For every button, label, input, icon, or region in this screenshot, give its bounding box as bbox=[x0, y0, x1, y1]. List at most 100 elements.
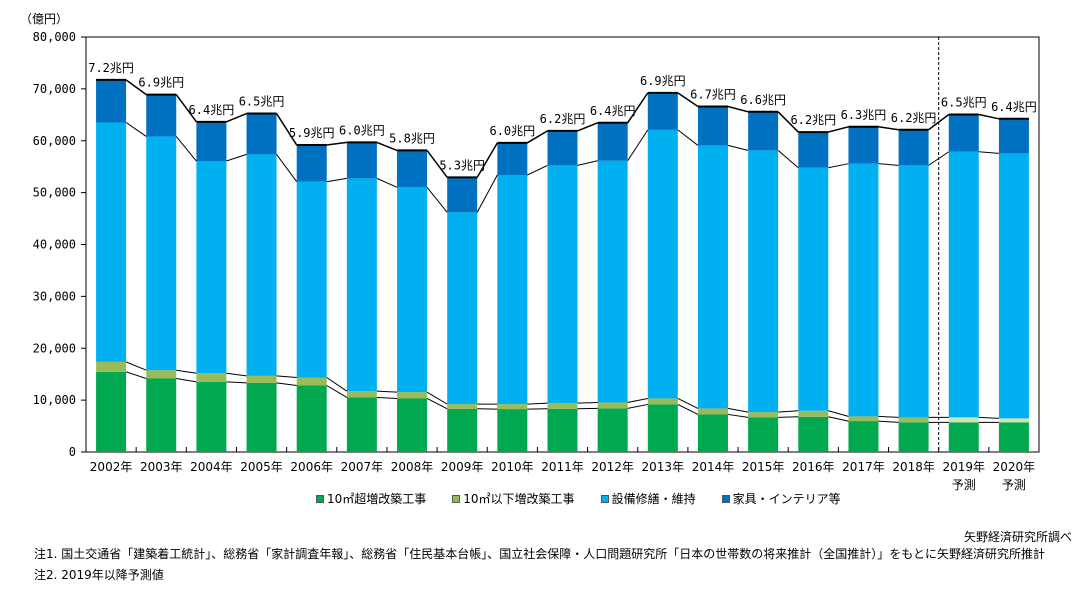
series-connector-line bbox=[426, 398, 448, 410]
bar-segment bbox=[196, 373, 227, 382]
series-connector-line bbox=[727, 105, 749, 113]
bar-segment bbox=[547, 165, 578, 404]
bar-segment bbox=[798, 167, 829, 411]
series-connector-line bbox=[878, 415, 899, 418]
x-tick-sublabel: 予測 bbox=[1002, 478, 1026, 492]
bar-segment bbox=[146, 94, 177, 137]
bar-segment bbox=[998, 118, 1029, 154]
x-tick-label: 2018年 bbox=[892, 460, 935, 474]
series-connector-line bbox=[727, 407, 749, 413]
x-tick-label: 2019年 bbox=[942, 460, 985, 474]
y-tick-label: 70,000 bbox=[33, 82, 76, 96]
total-data-label: 6.4兆円 bbox=[991, 100, 1037, 114]
bar-segment bbox=[96, 122, 127, 362]
bar-segment bbox=[146, 370, 177, 379]
series-connector-line bbox=[828, 163, 849, 169]
legend-swatch-icon bbox=[316, 494, 324, 503]
bar-segment bbox=[447, 404, 478, 409]
x-tick-label: 2017年 bbox=[842, 460, 885, 474]
y-unit-label: （億円） bbox=[20, 12, 68, 26]
bar-segment bbox=[346, 178, 377, 392]
series-connector-line bbox=[226, 112, 247, 123]
x-tick-label: 2002年 bbox=[90, 460, 133, 474]
bar-segment bbox=[748, 412, 779, 418]
legend-swatch-icon bbox=[721, 494, 730, 503]
x-tick-label: 2005年 bbox=[240, 460, 283, 474]
series-connector-line bbox=[527, 164, 548, 176]
series-connector-line bbox=[777, 150, 799, 169]
bar-segment bbox=[447, 177, 478, 213]
total-data-label: 6.2兆円 bbox=[540, 112, 586, 126]
x-tick-label: 2010年 bbox=[491, 460, 534, 474]
bar-segment bbox=[96, 371, 127, 452]
bar-segment bbox=[146, 378, 177, 452]
legend: 10㎡超増改築工事 10㎡以下増改築工事 設備修繕・維持 家具・インテリア等 bbox=[316, 490, 841, 507]
bar-segment bbox=[848, 163, 879, 417]
bar-segment bbox=[497, 174, 528, 405]
series-connector-line bbox=[376, 141, 398, 152]
x-tick-label: 2003年 bbox=[140, 460, 183, 474]
series-connector-line bbox=[928, 151, 950, 166]
series-connector-line bbox=[627, 397, 648, 403]
series-connector-line bbox=[426, 187, 448, 213]
legend-item-large-extension: 10㎡超増改築工事 bbox=[316, 490, 426, 507]
bar-segment bbox=[447, 212, 478, 405]
bar-segment bbox=[296, 385, 327, 452]
x-tick-label: 2007年 bbox=[341, 460, 384, 474]
bar-segment bbox=[848, 421, 879, 452]
bar-segment bbox=[296, 181, 327, 378]
series-connector-line bbox=[476, 174, 498, 213]
total-data-label: 6.9兆円 bbox=[138, 76, 184, 90]
legend-label: 家具・インテリア等 bbox=[732, 492, 841, 506]
bar-segment bbox=[647, 129, 678, 399]
series-connector-line bbox=[727, 144, 749, 151]
bar-segment bbox=[346, 142, 377, 179]
x-tick-label: 2013年 bbox=[642, 460, 685, 474]
bar-segment bbox=[697, 408, 728, 415]
total-data-label: 6.4兆円 bbox=[590, 104, 636, 118]
legend-item-furniture-interior: 家具・インテリア等 bbox=[721, 490, 841, 507]
bar-segment bbox=[998, 153, 1029, 419]
series-connector-line bbox=[376, 177, 398, 188]
legend-label: 10㎡以下増改築工事 bbox=[463, 492, 575, 506]
bar-segment bbox=[246, 154, 277, 376]
series-connector-line bbox=[627, 129, 649, 161]
x-tick-label: 2004年 bbox=[190, 460, 233, 474]
y-tick-label: 60,000 bbox=[33, 134, 76, 148]
bar-segment bbox=[597, 402, 628, 409]
bar-segment bbox=[948, 417, 979, 423]
series-connector-line bbox=[577, 160, 598, 166]
bar-segment bbox=[397, 150, 428, 188]
series-connector-line bbox=[778, 410, 799, 413]
series-connector-line bbox=[828, 410, 849, 417]
series-connector-line bbox=[978, 113, 1000, 120]
x-tick-sublabel: 予測 bbox=[952, 478, 976, 492]
bar-segment bbox=[547, 130, 578, 166]
legend-label: 設備修繕・維持 bbox=[611, 492, 696, 506]
legend-item-equipment-repair: 設備修繕・維持 bbox=[600, 490, 696, 507]
total-data-label: 6.6兆円 bbox=[740, 93, 786, 107]
bar-segment bbox=[848, 126, 879, 164]
bar-segment bbox=[547, 403, 578, 409]
x-tick-label: 2012年 bbox=[591, 460, 634, 474]
series-connector-line bbox=[828, 416, 849, 422]
footnote-1: 注1. 国土交通省「建築着工統計」、総務省「家計調査年報」、総務省「住民基本台帳… bbox=[34, 547, 1046, 561]
series-connector-line bbox=[978, 416, 999, 419]
series-connector-line bbox=[878, 126, 899, 131]
y-tick-label: 30,000 bbox=[33, 289, 76, 303]
series-connector-line bbox=[727, 413, 749, 418]
bar-segment bbox=[898, 129, 929, 166]
series-connector-line bbox=[226, 381, 247, 384]
series-connector-line bbox=[176, 369, 197, 374]
legend-swatch-icon bbox=[600, 494, 609, 503]
series-connector-line bbox=[376, 390, 398, 393]
series-connector-line bbox=[276, 382, 297, 386]
plot-area: 0 10,000 20,000 30,000 40,000 50,000 60,000 70,… bbox=[20, 12, 1040, 492]
y-tick-label: 40,000 bbox=[33, 238, 76, 252]
x-tick-label: 2015年 bbox=[742, 460, 785, 474]
total-data-label: 5.3兆円 bbox=[439, 158, 485, 172]
total-data-label: 6.5兆円 bbox=[941, 96, 987, 110]
bar-segment bbox=[346, 391, 377, 398]
bar-segment bbox=[296, 145, 327, 182]
